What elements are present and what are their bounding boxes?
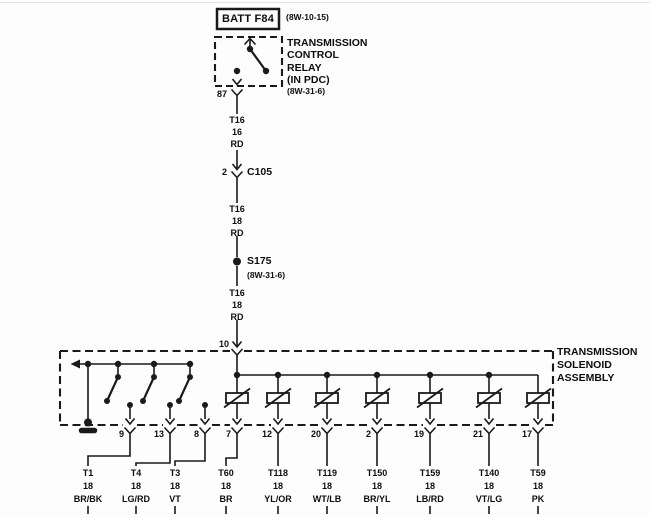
relay-box xyxy=(213,35,284,88)
wire-label-t60: T60 18 BR xyxy=(218,468,234,504)
pin-number: 8 xyxy=(193,429,199,439)
pin-number: 7 xyxy=(225,429,231,439)
battery-ref: (8W-10-15) xyxy=(286,12,329,22)
connector-chevrons xyxy=(123,88,545,435)
ground-dot xyxy=(84,418,92,427)
wire-label-t159: T159 18 LB/RD xyxy=(416,468,444,504)
pin-number: 2 xyxy=(365,429,371,439)
solenoid-symbols xyxy=(223,387,552,409)
splice-s175-label: S175 xyxy=(247,255,272,267)
wire-runs xyxy=(80,39,539,514)
wire-label-t1: T1 18 BR/BK xyxy=(73,468,103,504)
wire-label-t16-18-rd: T16 18 RD xyxy=(229,204,245,238)
wire-label-t59: T59 18 PK xyxy=(530,468,546,504)
pin-number: 19 xyxy=(413,429,424,439)
wire-label-t118: T118 18 YL/OR xyxy=(264,468,292,504)
pin-number: 12 xyxy=(261,429,272,439)
connector-pin-2: 2 xyxy=(221,167,227,177)
pin-number: 20 xyxy=(310,429,321,439)
solenoid-assembly-box xyxy=(58,349,555,427)
battery-feed-label: BATT F84 xyxy=(221,13,275,25)
wire-label-t140: T140 18 VT/LG xyxy=(475,468,503,504)
wire-label-t3: T3 18 VT xyxy=(169,468,181,504)
solenoid-assembly-name: TRANSMISSION SOLENOID ASSEMBLY xyxy=(557,346,638,384)
arrowheads xyxy=(124,37,544,426)
battery-feed-box xyxy=(215,7,281,31)
junction-dots xyxy=(70,45,493,427)
wire-label-t4: T4 18 LG/RD xyxy=(122,468,150,504)
switch-blades xyxy=(106,48,267,402)
pin-number: 9 xyxy=(118,429,124,439)
solenoid-box-pin-10: 10 xyxy=(218,339,229,349)
pin-number: 17 xyxy=(521,429,532,439)
relay-ref: (8W-31-6) xyxy=(287,86,326,96)
wire-label-t150: T150 18 BR/YL xyxy=(363,468,391,504)
wire-label-t16-18-rd-2: T16 18 RD xyxy=(229,288,245,322)
pin-number: 13 xyxy=(153,429,164,439)
splice-ref: (8W-31-6) xyxy=(247,270,286,280)
relay-name: TRANSMISSION CONTROL RELAY (IN PDC) xyxy=(287,37,368,86)
page-top-edge xyxy=(0,2,650,3)
splice-dot xyxy=(233,257,241,266)
relay-pin-87: 87 xyxy=(216,89,227,99)
connector-c105-label: C105 xyxy=(247,166,273,178)
pin-number: 21 xyxy=(472,429,483,439)
wire-label-t16-16-rd: T16 16 RD xyxy=(229,115,245,149)
bus-arrow-icon xyxy=(70,359,80,369)
wire-label-t119: T119 18 WT/LB xyxy=(312,468,342,504)
